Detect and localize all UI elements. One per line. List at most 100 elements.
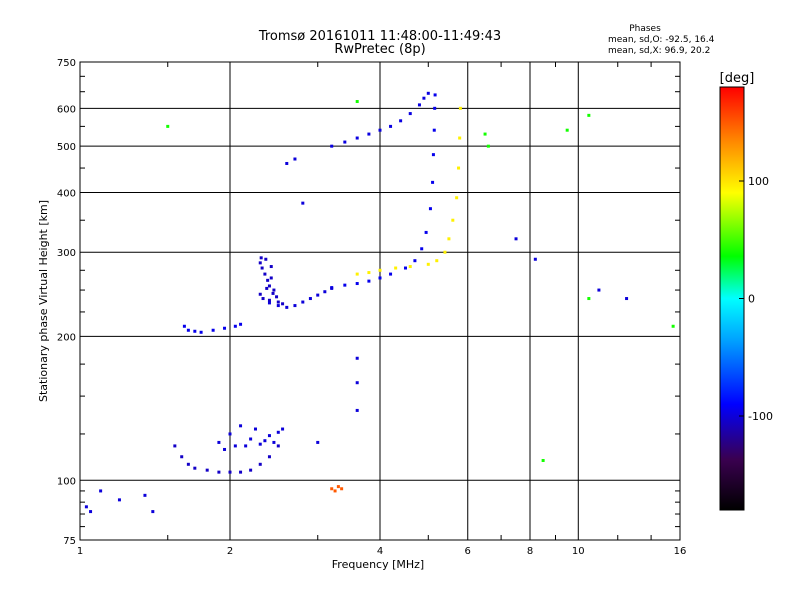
data-points xyxy=(84,91,675,514)
data-point xyxy=(259,256,263,260)
data-point xyxy=(389,272,393,276)
stats-title: Phases xyxy=(629,24,661,34)
data-point xyxy=(281,427,285,431)
data-point xyxy=(228,470,232,474)
data-point xyxy=(276,444,280,448)
data-point xyxy=(451,218,455,222)
data-point xyxy=(205,468,209,472)
data-point xyxy=(426,262,430,266)
x-tick-label: 6 xyxy=(465,546,471,557)
x-tick-label: 8 xyxy=(527,546,533,557)
y-tick-label: 75 xyxy=(63,536,76,547)
stats-x-line: mean, sd,X: 96.9, 20.2 xyxy=(608,46,710,56)
data-point xyxy=(244,444,248,448)
x-tick-label: 4 xyxy=(377,546,383,557)
data-point xyxy=(253,427,257,431)
y-tick-label: 300 xyxy=(57,248,76,259)
data-point xyxy=(223,447,227,451)
y-tick-label: 600 xyxy=(57,104,76,115)
data-point xyxy=(269,276,273,280)
data-point xyxy=(260,266,264,270)
data-point xyxy=(186,328,190,332)
data-point xyxy=(301,201,305,205)
x-tick-label: 1 xyxy=(77,546,83,557)
data-point xyxy=(269,265,273,269)
data-point xyxy=(330,286,334,290)
data-point xyxy=(340,487,344,491)
data-point xyxy=(597,288,601,292)
data-point xyxy=(458,136,462,140)
data-point xyxy=(408,112,412,116)
data-point xyxy=(233,444,237,448)
data-point xyxy=(483,132,487,136)
data-point xyxy=(267,301,271,305)
data-point xyxy=(367,271,371,275)
data-point xyxy=(267,434,271,438)
data-point xyxy=(541,458,545,462)
data-point xyxy=(565,128,569,132)
colorbar-label: [deg] xyxy=(720,71,755,86)
data-point xyxy=(239,470,243,474)
y-tick-label: 100 xyxy=(57,476,76,487)
data-point xyxy=(355,272,359,276)
data-point xyxy=(272,440,276,444)
data-point xyxy=(84,505,88,509)
data-point xyxy=(355,356,359,360)
data-point xyxy=(180,455,184,459)
data-point xyxy=(355,381,359,385)
data-point xyxy=(399,119,403,123)
x-axis-label: Frequency [MHz] xyxy=(332,558,424,571)
data-point xyxy=(267,284,271,288)
data-point xyxy=(420,247,424,251)
data-point xyxy=(267,455,271,459)
stats-o-line: mean, sd,O: -92.5, 16.4 xyxy=(608,35,715,45)
data-point xyxy=(117,498,121,502)
data-point xyxy=(272,288,276,292)
data-point xyxy=(587,297,591,301)
data-point xyxy=(266,278,270,282)
data-point xyxy=(228,432,232,436)
data-point xyxy=(193,466,197,470)
colorbar-tick-label: 100 xyxy=(748,175,769,188)
data-point xyxy=(426,91,430,95)
data-point xyxy=(408,265,412,269)
data-point xyxy=(211,328,215,332)
y-axis-label: Stationary phase Virtual Height [km] xyxy=(37,200,50,402)
data-point xyxy=(151,510,155,514)
data-point xyxy=(443,250,447,254)
data-point xyxy=(458,106,462,110)
data-point xyxy=(265,286,269,290)
data-point xyxy=(431,153,435,157)
colorbar-ticks: 100 0 -100 xyxy=(739,175,773,423)
data-point xyxy=(285,161,289,165)
data-point xyxy=(378,128,382,132)
data-point xyxy=(316,440,320,444)
data-point xyxy=(514,237,518,241)
x-axis-ticks: 1 2 4 6 8 10 16 xyxy=(77,62,687,557)
data-point xyxy=(428,207,432,211)
data-point xyxy=(275,295,279,299)
data-point xyxy=(249,468,253,472)
data-point xyxy=(223,326,227,330)
data-point xyxy=(367,132,371,136)
data-point xyxy=(355,408,359,412)
data-point xyxy=(378,276,382,280)
data-point xyxy=(432,128,436,132)
data-point xyxy=(433,93,437,97)
data-point xyxy=(143,493,147,497)
data-point xyxy=(285,305,289,309)
data-point xyxy=(276,304,280,308)
data-point xyxy=(264,257,268,261)
data-point xyxy=(533,257,537,261)
colorbar-tick-label: 0 xyxy=(748,293,755,306)
colorbar-tick-label: -100 xyxy=(748,410,773,423)
data-point xyxy=(293,157,297,161)
data-point xyxy=(394,266,398,270)
data-point xyxy=(431,180,435,184)
x-tick-label: 16 xyxy=(674,546,687,557)
data-point xyxy=(258,292,262,296)
data-point xyxy=(263,272,267,276)
data-point xyxy=(455,196,459,200)
data-point xyxy=(355,282,359,286)
